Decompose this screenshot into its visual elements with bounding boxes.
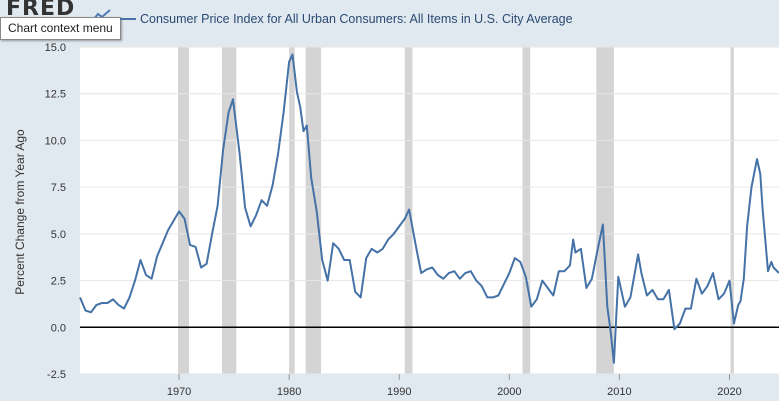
plot-area <box>80 47 779 374</box>
y-axis-label: Percent Change from Year Ago <box>13 129 27 295</box>
y-tick-label: 7.5 <box>51 182 66 194</box>
chart-context-menu-tooltip: Chart context menu <box>0 17 121 40</box>
cpi-series-line[interactable] <box>79 53 779 364</box>
x-tick-label: 1970 <box>167 386 191 398</box>
y-tick-label: -2.5 <box>47 369 66 381</box>
x-tick-label: 2020 <box>717 386 741 398</box>
legend-swatch <box>120 18 136 20</box>
recession-band-7 <box>730 47 734 374</box>
y-axis-ticks: -2.5 0.0 2.5 5.0 7.5 10.0 12.5 15.0 <box>45 42 66 381</box>
x-tick-label: 1980 <box>277 386 301 398</box>
y-tick-label: 12.5 <box>45 89 66 101</box>
tooltip-text: Chart context menu <box>8 21 113 35</box>
recession-band-6 <box>596 47 614 374</box>
y-tick-label: 5.0 <box>51 229 66 241</box>
y-tick-label: 0.0 <box>51 322 66 334</box>
recession-band-1 <box>222 47 237 374</box>
x-tick-label: 1990 <box>387 386 411 398</box>
x-tick-label: 2000 <box>497 386 521 398</box>
x-axis-ticks: 1970 1980 1990 2000 2010 2020 <box>167 374 742 398</box>
y-tick-label: 2.5 <box>51 276 66 288</box>
legend-label: Consumer Price Index for All Urban Consu… <box>140 12 573 26</box>
legend[interactable]: Consumer Price Index for All Urban Consu… <box>120 12 573 26</box>
fred-logo-text: FRED <box>6 0 76 21</box>
recession-band-5 <box>522 47 531 374</box>
recession-band-0 <box>177 47 189 374</box>
x-tick-label: 2010 <box>607 386 631 398</box>
y-tick-label: 15.0 <box>45 42 66 54</box>
recession-band-2 <box>289 47 295 374</box>
recession-band-3 <box>305 47 322 374</box>
y-tick-label: 10.0 <box>45 135 66 147</box>
recession-shading <box>177 47 734 374</box>
gridlines <box>80 46 779 375</box>
